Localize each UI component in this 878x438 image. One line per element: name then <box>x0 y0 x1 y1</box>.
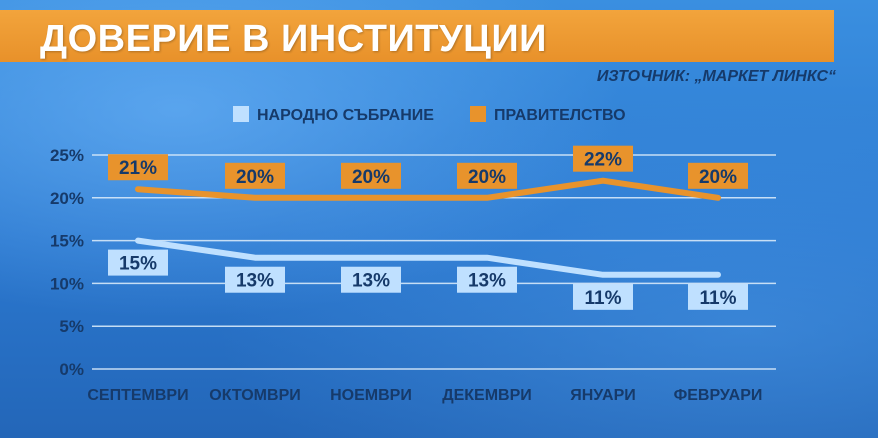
data-label-box-0-1 <box>225 266 285 293</box>
data-label-0-4: 11% <box>573 283 633 310</box>
series-line-0 <box>135 237 721 278</box>
legend-swatch-0 <box>233 106 249 122</box>
data-label-text-1-3: 20% <box>468 167 506 188</box>
data-label-text-1-1: 20% <box>236 167 274 188</box>
data-label-text-0-4: 11% <box>585 288 622 309</box>
x-category-label-0: СЕПТЕМВРИ <box>87 387 188 404</box>
data-label-text-0-3: 13% <box>468 271 506 292</box>
data-label-1-1: 20% <box>225 162 285 189</box>
data-label-1-4: 22% <box>573 145 633 172</box>
data-label-text-1-0: 21% <box>119 158 157 179</box>
data-label-box-0-4 <box>573 283 633 310</box>
chart-title: ДОВЕРИЕ В ИНСТИТУЦИИ <box>40 18 547 60</box>
data-label-box-0-3 <box>457 266 517 293</box>
legend-swatch-1 <box>470 106 486 122</box>
legend: НАРОДНО СЪБРАНИЕ ПРАВИТЕЛСТВО <box>233 106 626 124</box>
data-label-text-1-4: 22% <box>584 150 622 171</box>
data-label-box-0-2 <box>341 266 401 293</box>
y-tick-label-1: 5% <box>59 317 84 336</box>
data-label-text-0-5: 11% <box>700 288 737 309</box>
legend-label-1: ПРАВИТЕЛСТВО <box>494 107 626 124</box>
data-label-text-1-5: 20% <box>699 167 737 188</box>
data-label-1-0: 21% <box>108 154 168 181</box>
data-label-0-2: 13% <box>341 266 401 293</box>
data-label-box-1-4 <box>573 145 633 172</box>
legend-label-0: НАРОДНО СЪБРАНИЕ <box>257 107 434 124</box>
x-category-label-5: ФЕВРУАРИ <box>674 387 763 404</box>
data-label-box-1-5 <box>688 162 748 189</box>
y-tick-label-2: 10% <box>50 274 84 293</box>
data-label-0-5: 11% <box>688 283 748 310</box>
data-label-1-3: 20% <box>457 162 517 189</box>
data-label-box-0-0 <box>108 249 168 276</box>
data-label-box-0-5 <box>688 283 748 310</box>
data-label-text-0-2: 13% <box>352 271 390 292</box>
data-label-0-1: 13% <box>225 266 285 293</box>
series-line-1 <box>135 177 721 201</box>
x-category-label-1: ОКТОМВРИ <box>209 387 300 404</box>
data-label-text-1-2: 20% <box>352 167 390 188</box>
x-category-label-4: ЯНУАРИ <box>570 387 636 404</box>
x-category-label-2: НОЕМВРИ <box>330 387 412 404</box>
data-label-box-1-0 <box>108 154 168 181</box>
data-label-box-1-1 <box>225 162 285 189</box>
y-tick-label-4: 20% <box>50 189 84 208</box>
data-label-text-0-1: 13% <box>236 271 274 292</box>
data-label-box-1-3 <box>457 162 517 189</box>
data-label-text-0-0: 15% <box>119 254 157 275</box>
data-label-1-5: 20% <box>688 162 748 189</box>
y-tick-label-0: 0% <box>59 360 84 379</box>
x-category-label-3: ДЕКЕМВРИ <box>442 387 532 404</box>
y-tick-label-5: 25% <box>50 146 84 165</box>
data-label-box-1-2 <box>341 162 401 189</box>
data-label-0-3: 13% <box>457 266 517 293</box>
data-label-0-0: 15% <box>108 249 168 276</box>
y-tick-label-3: 15% <box>50 232 84 251</box>
data-label-1-2: 20% <box>341 162 401 189</box>
source-note: ИЗТОЧНИК: „МАРКЕТ ЛИНКС“ <box>596 68 836 85</box>
title-banner: ДОВЕРИЕ В ИНСТИТУЦИИ <box>0 10 834 62</box>
